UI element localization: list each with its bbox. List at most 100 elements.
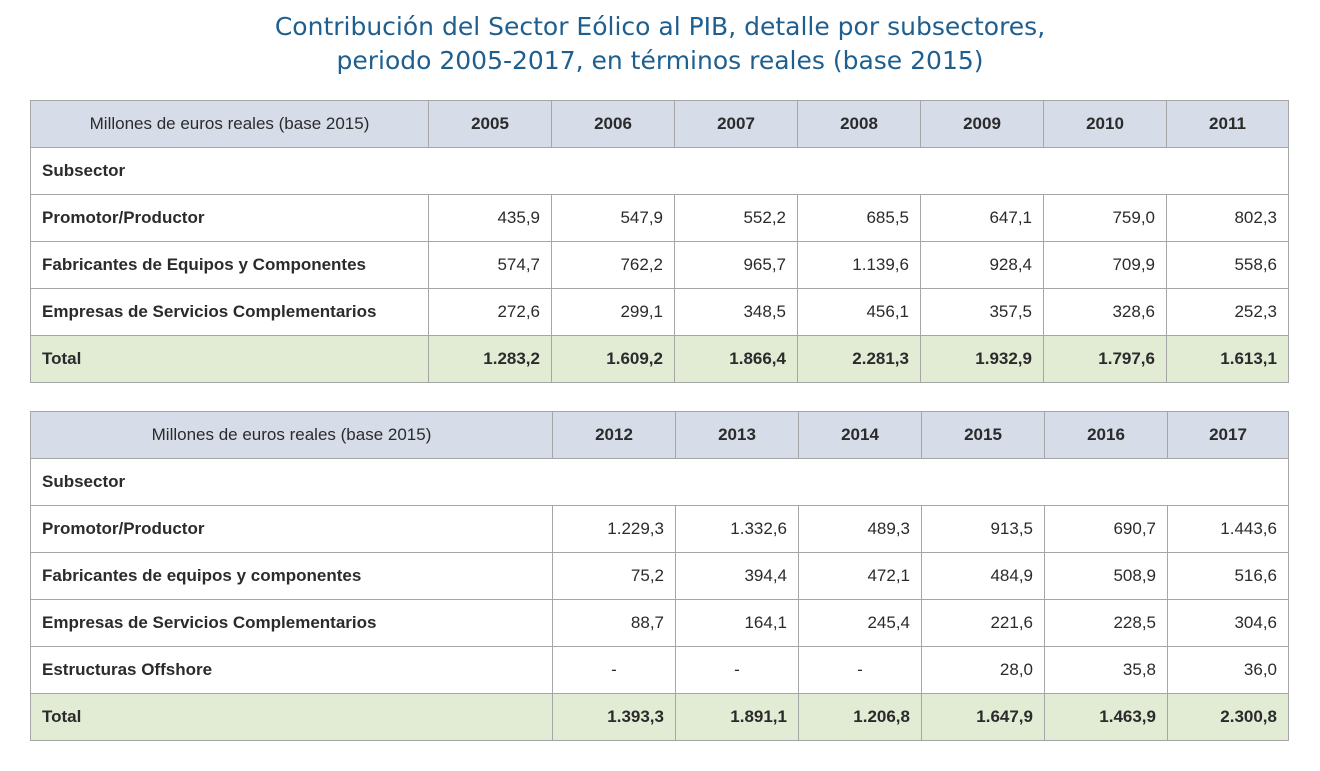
table-cell: 357,5 [920, 288, 1044, 336]
table-cell: 221,6 [921, 599, 1045, 647]
table-cell: 574,7 [428, 241, 552, 289]
table-cell: 489,3 [798, 505, 922, 553]
table-row: Empresas de Servicios Complementarios 88… [30, 599, 1289, 647]
table-cell: 1.139,6 [797, 241, 921, 289]
header-row: Millones de euros reales (base 2015) 200… [30, 100, 1289, 148]
total-label: Total [30, 693, 553, 741]
total-cell: 1.647,9 [921, 693, 1045, 741]
row-label: Fabricantes de Equipos y Componentes [30, 241, 429, 289]
table-row: Fabricantes de Equipos y Componentes 574… [30, 241, 1289, 289]
subsector-label: Subsector [30, 147, 1289, 195]
table-cell: 516,6 [1167, 552, 1289, 600]
total-cell: 1.393,3 [552, 693, 676, 741]
table-cell: 435,9 [428, 194, 552, 242]
total-cell: 1.866,4 [674, 335, 798, 383]
total-cell: 2.300,8 [1167, 693, 1289, 741]
year-header: 2007 [674, 100, 798, 148]
unit-header: Millones de euros reales (base 2015) [30, 411, 553, 459]
table-cell: - [552, 646, 676, 694]
total-cell: 2.281,3 [797, 335, 921, 383]
table-cell: 35,8 [1044, 646, 1168, 694]
table-2005-2011: Millones de euros reales (base 2015) 200… [30, 100, 1289, 383]
table-row: Estructuras Offshore - - - 28,0 35,8 36,… [30, 646, 1289, 694]
table-cell: 508,9 [1044, 552, 1168, 600]
row-label: Empresas de Servicios Complementarios [30, 599, 553, 647]
table-cell: 1.229,3 [552, 505, 676, 553]
table-cell: 272,6 [428, 288, 552, 336]
total-cell: 1.613,1 [1166, 335, 1289, 383]
total-label: Total [30, 335, 429, 383]
row-label: Estructuras Offshore [30, 646, 553, 694]
table-row: Promotor/Productor 435,9 547,9 552,2 685… [30, 194, 1289, 242]
row-label: Empresas de Servicios Complementarios [30, 288, 429, 336]
row-label: Fabricantes de equipos y componentes [30, 552, 553, 600]
year-header: 2006 [551, 100, 675, 148]
table-cell: 299,1 [551, 288, 675, 336]
total-cell: 1.797,6 [1043, 335, 1167, 383]
page-title: Contribución del Sector Eólico al PIB, d… [0, 10, 1320, 78]
table-cell: 690,7 [1044, 505, 1168, 553]
year-header: 2011 [1166, 100, 1289, 148]
table-2012-2017: Millones de euros reales (base 2015) 201… [30, 411, 1289, 741]
table-cell: 1.332,6 [675, 505, 799, 553]
table-cell: 965,7 [674, 241, 798, 289]
header-row: Millones de euros reales (base 2015) 201… [30, 411, 1289, 459]
table-cell: 394,4 [675, 552, 799, 600]
table-cell: 252,3 [1166, 288, 1289, 336]
table-row: Fabricantes de equipos y componentes 75,… [30, 552, 1289, 600]
total-cell: 1.463,9 [1044, 693, 1168, 741]
total-cell: 1.206,8 [798, 693, 922, 741]
table-cell: 759,0 [1043, 194, 1167, 242]
table-cell: 28,0 [921, 646, 1045, 694]
table-cell: 228,5 [1044, 599, 1168, 647]
total-cell: 1.609,2 [551, 335, 675, 383]
table-cell: 913,5 [921, 505, 1045, 553]
subsector-label: Subsector [30, 458, 1289, 506]
table-cell: 328,6 [1043, 288, 1167, 336]
row-label: Promotor/Productor [30, 194, 429, 242]
table-cell: 36,0 [1167, 646, 1289, 694]
year-header: 2005 [428, 100, 552, 148]
table-row: Empresas de Servicios Complementarios 27… [30, 288, 1289, 336]
subsector-row: Subsector [30, 147, 1289, 195]
table-cell: - [798, 646, 922, 694]
total-cell: 1.932,9 [920, 335, 1044, 383]
year-header: 2016 [1044, 411, 1168, 459]
subsector-row: Subsector [30, 458, 1289, 506]
table-cell: 1.443,6 [1167, 505, 1289, 553]
year-header: 2009 [920, 100, 1044, 148]
table-cell: - [675, 646, 799, 694]
table-cell: 547,9 [551, 194, 675, 242]
total-row: Total 1.283,2 1.609,2 1.866,4 2.281,3 1.… [30, 335, 1289, 383]
table-cell: 928,4 [920, 241, 1044, 289]
year-header: 2015 [921, 411, 1045, 459]
unit-header: Millones de euros reales (base 2015) [30, 100, 429, 148]
table-cell: 75,2 [552, 552, 676, 600]
table-cell: 484,9 [921, 552, 1045, 600]
year-header: 2008 [797, 100, 921, 148]
table-row: Promotor/Productor 1.229,3 1.332,6 489,3… [30, 505, 1289, 553]
year-header: 2010 [1043, 100, 1167, 148]
table-cell: 472,1 [798, 552, 922, 600]
year-header: 2014 [798, 411, 922, 459]
table-cell: 348,5 [674, 288, 798, 336]
table-cell: 709,9 [1043, 241, 1167, 289]
title-line-1: Contribución del Sector Eólico al PIB, d… [274, 12, 1046, 41]
table-cell: 558,6 [1166, 241, 1289, 289]
table-cell: 762,2 [551, 241, 675, 289]
table-cell: 685,5 [797, 194, 921, 242]
table-cell: 164,1 [675, 599, 799, 647]
year-header: 2012 [552, 411, 676, 459]
table-cell: 552,2 [674, 194, 798, 242]
row-label: Promotor/Productor [30, 505, 553, 553]
table-cell: 456,1 [797, 288, 921, 336]
year-header: 2013 [675, 411, 799, 459]
table-cell: 647,1 [920, 194, 1044, 242]
table-cell: 304,6 [1167, 599, 1289, 647]
table-cell: 88,7 [552, 599, 676, 647]
year-header: 2017 [1167, 411, 1289, 459]
total-cell: 1.891,1 [675, 693, 799, 741]
total-cell: 1.283,2 [428, 335, 552, 383]
total-row: Total 1.393,3 1.891,1 1.206,8 1.647,9 1.… [30, 693, 1289, 741]
title-line-2: periodo 2005-2017, en términos reales (b… [336, 46, 984, 75]
